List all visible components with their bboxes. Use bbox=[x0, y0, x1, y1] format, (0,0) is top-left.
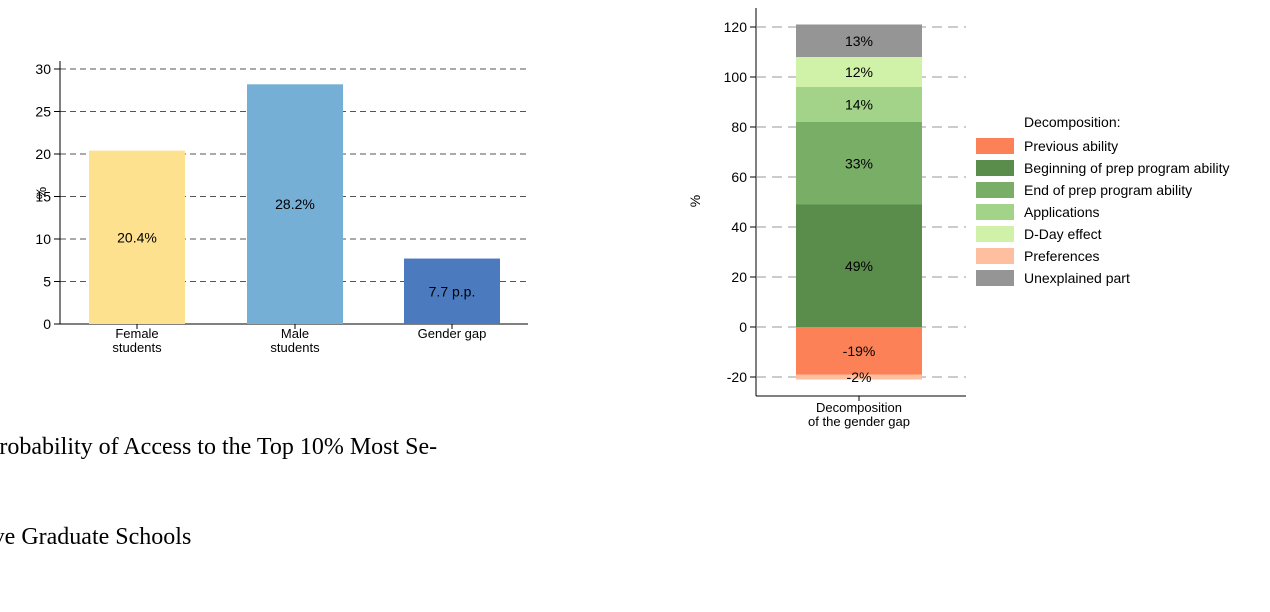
y-tick-label: 25 bbox=[35, 104, 51, 120]
legend-swatch bbox=[976, 270, 1014, 286]
y-tick-label: -20 bbox=[727, 369, 747, 385]
stack-segment bbox=[796, 87, 922, 122]
bar bbox=[404, 258, 500, 324]
y-tick-label: 120 bbox=[724, 19, 748, 35]
x-tick-label: Female bbox=[115, 326, 158, 341]
caption-line-2: ive Graduate Schools bbox=[0, 524, 192, 550]
legend-label: Unexplained part bbox=[1024, 270, 1130, 286]
legend-label: Previous ability bbox=[1024, 138, 1118, 154]
segment-value-label: 14% bbox=[845, 97, 873, 113]
y-tick-label: 80 bbox=[731, 119, 747, 135]
x-tick-label: Decomposition bbox=[816, 400, 902, 415]
y-tick-label: 20 bbox=[731, 269, 747, 285]
segment-value-label: -2% bbox=[847, 369, 872, 385]
stack-segment bbox=[796, 24, 922, 57]
legend-swatch bbox=[976, 248, 1014, 264]
legend-title: Decomposition: bbox=[1024, 114, 1121, 130]
bar bbox=[247, 84, 343, 324]
segment-value-label: 49% bbox=[845, 258, 873, 274]
y-tick-label: 100 bbox=[724, 69, 748, 85]
legend-label: Beginning of prep program ability bbox=[1024, 160, 1229, 176]
legend-swatch bbox=[976, 182, 1014, 198]
stack-segment bbox=[796, 374, 922, 380]
probability-bar-chart: 051015202530%20.4%Femalestudents28.2%Mal… bbox=[33, 61, 528, 355]
legend-swatch bbox=[976, 204, 1014, 220]
segment-value-label: 33% bbox=[845, 155, 873, 171]
decomposition-stacked-chart: -20 0 20 40 60 80 100 120% -19% 49% 33% 14% 12% -2% 13… bbox=[687, 8, 1229, 429]
legend-label: Applications bbox=[1024, 204, 1100, 220]
caption-line-1: Probability of Access to the Top 10% Mos… bbox=[0, 434, 438, 460]
x-tick-label: of the gender gap bbox=[808, 414, 910, 429]
x-tick-label: students bbox=[270, 340, 320, 355]
y-tick-label: 0 bbox=[739, 319, 747, 335]
bar-value-label: 7.7 p.p. bbox=[429, 283, 476, 299]
segment-value-label: 12% bbox=[845, 64, 873, 80]
stack-segment bbox=[796, 122, 922, 205]
y-tick-label: 60 bbox=[731, 169, 747, 185]
y-axis-label: % bbox=[33, 187, 49, 199]
bar-value-label: 28.2% bbox=[275, 196, 315, 212]
figure-caption: Probability of Access to the Top 10% Mos… bbox=[0, 372, 620, 612]
figure: 0 5 10 15 20 25 30% 20.4% Female students 28.2% Mal… bbox=[0, 8, 1229, 550]
y-tick-label: 20 bbox=[35, 146, 51, 162]
y-tick-label: 30 bbox=[35, 61, 51, 77]
stack-segment bbox=[796, 327, 922, 375]
y-tick-label: 0 bbox=[43, 316, 51, 332]
y-tick-label: 40 bbox=[731, 219, 747, 235]
legend-swatch bbox=[976, 138, 1014, 154]
segment-value-label: 13% bbox=[845, 33, 873, 49]
x-tick-label: Male bbox=[281, 326, 309, 341]
legend-label: D-Day effect bbox=[1024, 226, 1102, 242]
legend-label: Preferences bbox=[1024, 248, 1099, 264]
y-tick-label: 5 bbox=[43, 274, 51, 290]
x-tick-label: Gender gap bbox=[418, 326, 487, 341]
segment-value-label: -19% bbox=[843, 343, 876, 359]
bar-value-label: 20.4% bbox=[117, 229, 157, 245]
legend-label: End of prep program ability bbox=[1024, 182, 1192, 198]
y-tick-label: 10 bbox=[35, 231, 51, 247]
legend-swatch bbox=[976, 160, 1014, 176]
stack-segment bbox=[796, 204, 922, 327]
legend-swatch bbox=[976, 226, 1014, 242]
y-axis-label: % bbox=[687, 195, 703, 207]
y-tick-label: 15 bbox=[35, 189, 51, 205]
stack-segment bbox=[796, 57, 922, 87]
x-tick-label: students bbox=[112, 340, 162, 355]
bar bbox=[89, 150, 185, 324]
